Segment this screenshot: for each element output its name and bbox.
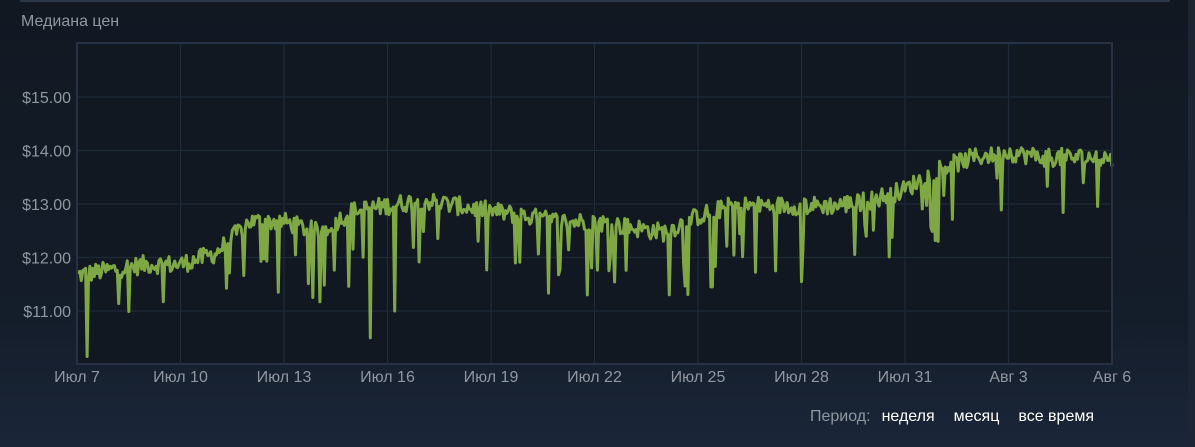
right-divider — [1188, 0, 1195, 447]
x-tick-label: Июл 19 — [464, 369, 519, 386]
x-axis: Июл 7 Июл 10 Июл 13 Июл 16 Июл 19 Июл 22 Июл 2… — [54, 369, 1131, 386]
y-tick-label: $11.00 — [23, 304, 71, 321]
median-price-line — [76, 146, 1114, 358]
x-tick-label: Авг 3 — [989, 369, 1027, 386]
plot-area — [76, 42, 1113, 365]
top-divider — [20, 0, 1170, 2]
x-tick-label: Июл 22 — [567, 369, 622, 386]
period-month-link[interactable]: месяц — [953, 408, 1000, 425]
price-history-chart[interactable]: $11.00$12.00$13.00$14.00$15.00 Июл 7 Июл … — [0, 0, 1195, 400]
y-tick-label: $15.00 — [22, 90, 71, 107]
x-tick-label: Июл 25 — [671, 369, 726, 386]
x-tick-label: Июл 10 — [153, 369, 208, 386]
y-tick-label: $14.00 — [22, 144, 71, 161]
period-selector: Период: неделя месяц все время — [810, 408, 1094, 426]
period-label: Период: — [810, 408, 871, 425]
y-tick-label: $13.00 — [22, 197, 71, 214]
x-tick-label: Июл 16 — [360, 369, 415, 386]
x-tick-label: Июл 7 — [54, 369, 100, 386]
chart-grid — [77, 43, 1112, 364]
period-week-link[interactable]: неделя — [881, 408, 935, 425]
y-tick-label: $12.00 — [22, 251, 71, 268]
chart-title: Медиана цен — [21, 13, 120, 30]
x-tick-label: Июл 31 — [878, 369, 933, 386]
y-axis: $11.00 $12.00 $13.00 $14.00 $15.00 — [22, 90, 71, 321]
x-tick-label: Авг 6 — [1093, 369, 1131, 386]
x-tick-label: Июл 28 — [774, 369, 829, 386]
x-tick-label: Июл 13 — [257, 369, 312, 386]
period-all-time-link[interactable]: все время — [1018, 408, 1095, 425]
